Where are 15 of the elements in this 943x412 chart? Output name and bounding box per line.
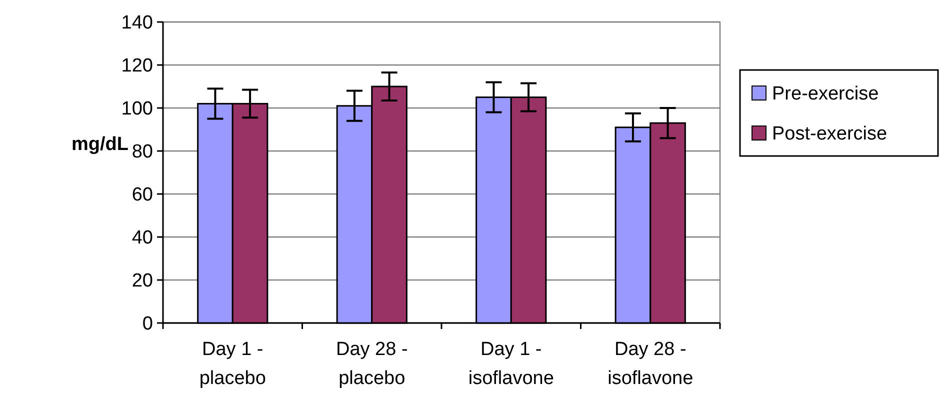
y-tick-label: 100 <box>121 98 153 120</box>
y-tick-label: 80 <box>132 142 153 163</box>
y-tick-label: 0 <box>142 314 153 335</box>
x-tick-label: Day 28 - placebo <box>336 339 408 389</box>
y-tick-label: 40 <box>132 228 153 249</box>
y-tick-label: 120 <box>121 56 153 77</box>
y-tick-label: 20 <box>132 270 153 292</box>
y-axis-title: mg/dL <box>72 134 129 155</box>
y-tick-label: 60 <box>132 184 153 206</box>
x-tick-label: Day 1 - isoflavone <box>468 339 554 389</box>
y-tick-label: 140 <box>121 12 153 34</box>
legend-label: Pre-exercise <box>772 84 879 105</box>
x-tick-label: Day 28 - isoflavone <box>608 339 694 389</box>
x-tick-label: Day 1 - placebo <box>199 339 266 389</box>
legend-label: Post-exercise <box>772 124 888 145</box>
